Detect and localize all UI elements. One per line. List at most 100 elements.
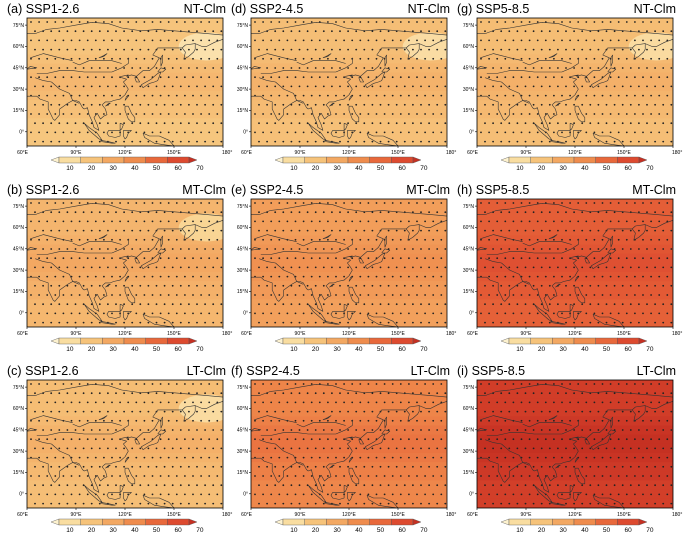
svg-text:180°: 180°: [222, 150, 232, 156]
svg-text:150°E: 150°E: [617, 331, 631, 337]
svg-text:50: 50: [153, 346, 161, 353]
svg-text:0°: 0°: [243, 491, 248, 497]
panel-scenario: SSP1-2.6: [25, 364, 79, 378]
svg-text:0°: 0°: [19, 310, 24, 316]
svg-text:180°: 180°: [222, 331, 232, 337]
svg-text:45°N: 45°N: [463, 427, 475, 433]
svg-text:20: 20: [312, 165, 320, 172]
svg-text:15°N: 15°N: [13, 289, 25, 295]
svg-text:90°E: 90°E: [521, 331, 533, 337]
warming-field: [477, 18, 673, 146]
warming-field: [251, 199, 447, 327]
svg-text:150°E: 150°E: [167, 512, 181, 518]
svg-text:60: 60: [175, 165, 183, 172]
svg-text:60°E: 60°E: [467, 512, 479, 518]
svg-text:10: 10: [516, 346, 524, 353]
svg-text:75°N: 75°N: [13, 23, 25, 29]
svg-text:60°E: 60°E: [467, 331, 479, 337]
svg-text:180°: 180°: [222, 512, 232, 518]
svg-text:70: 70: [646, 527, 654, 534]
svg-text:180°: 180°: [672, 512, 682, 518]
map-panel: 75°N 60°N 45°N 30°N 15°N 0° 60°E 90°E 120°E 150°E…: [229, 2, 456, 182]
svg-text:75°N: 75°N: [463, 23, 475, 29]
svg-text:60: 60: [625, 527, 633, 534]
svg-text:20: 20: [538, 527, 546, 534]
svg-text:60: 60: [175, 346, 183, 353]
svg-text:10: 10: [66, 527, 74, 534]
svg-text:75°N: 75°N: [463, 204, 475, 210]
map-panel: 75°N 60°N 45°N 30°N 15°N 0° 60°E 90°E 120°E 150°E…: [229, 364, 456, 544]
svg-text:180°: 180°: [672, 331, 682, 337]
svg-text:60: 60: [625, 346, 633, 353]
svg-text:40: 40: [131, 165, 139, 172]
svg-text:30°N: 30°N: [13, 449, 25, 455]
svg-text:0°: 0°: [469, 129, 474, 135]
svg-text:50: 50: [603, 527, 611, 534]
svg-text:50: 50: [377, 527, 385, 534]
map-panel: 75°N 60°N 45°N 30°N 15°N 0° 60°E 90°E 120°E 150°E…: [5, 2, 232, 182]
svg-text:70: 70: [196, 527, 204, 534]
svg-text:40: 40: [131, 346, 139, 353]
panel-scenario: SSP5-8.5: [475, 183, 530, 197]
svg-text:120°E: 120°E: [568, 150, 582, 156]
svg-text:150°E: 150°E: [391, 331, 405, 337]
svg-text:45°N: 45°N: [463, 246, 475, 252]
warming-field: [27, 18, 223, 146]
svg-text:60°E: 60°E: [17, 331, 29, 337]
svg-text:0°: 0°: [243, 310, 248, 316]
svg-text:60°N: 60°N: [237, 406, 249, 412]
svg-text:30: 30: [110, 346, 118, 353]
svg-text:150°E: 150°E: [391, 150, 405, 156]
svg-text:30: 30: [110, 527, 118, 534]
svg-text:90°E: 90°E: [295, 150, 307, 156]
svg-text:60°E: 60°E: [17, 150, 29, 156]
map-panel: 75°N 60°N 45°N 30°N 15°N 0° 60°E 90°E 120°E 150°E…: [455, 2, 682, 182]
svg-text:45°N: 45°N: [237, 246, 249, 252]
panel-period: NT-Clm: [633, 2, 676, 16]
panel-scenario: SSP2-4.5: [246, 364, 300, 378]
svg-text:60: 60: [399, 527, 407, 534]
panel-period: MT-Clm: [406, 183, 450, 197]
panel-map-svg: 75°N 60°N 45°N 30°N 15°N 0° 60°E 90°E 120°E 150°E…: [237, 17, 456, 172]
svg-text:0°: 0°: [469, 491, 474, 497]
warming-field: [27, 199, 223, 327]
svg-text:60°N: 60°N: [237, 44, 249, 50]
svg-text:60: 60: [399, 346, 407, 353]
panel-period: LT-Clm: [410, 364, 450, 378]
svg-text:60°N: 60°N: [463, 225, 475, 231]
panel-label: (b): [7, 183, 23, 197]
svg-text:120°E: 120°E: [342, 512, 356, 518]
colorbar: 10 20 30 40 50 60 70: [274, 337, 428, 353]
panel-scenario: SSP2-4.5: [249, 183, 304, 197]
panel-label: (i): [457, 364, 469, 378]
svg-text:0°: 0°: [243, 129, 248, 135]
svg-text:30°N: 30°N: [463, 87, 475, 93]
map-panel: 75°N 60°N 45°N 30°N 15°N 0° 60°E 90°E 120°E 150°E…: [455, 364, 682, 544]
colorbar: 10 20 30 40 50 60 70: [50, 337, 204, 353]
svg-text:20: 20: [538, 346, 546, 353]
panel-scenario: SSP5-8.5: [475, 2, 530, 16]
panel-title: (d) SSP2-4.5: [231, 2, 303, 16]
svg-text:90°E: 90°E: [521, 512, 533, 518]
map-panel: 75°N 60°N 45°N 30°N 15°N 0° 60°E 90°E 120°E 150°E…: [229, 183, 456, 363]
panel-label: (f): [231, 364, 243, 378]
warming-field: [477, 199, 673, 327]
panel-title: (g) SSP5-8.5: [457, 2, 529, 16]
warming-field: [27, 380, 223, 508]
svg-text:45°N: 45°N: [13, 65, 25, 71]
svg-text:70: 70: [196, 346, 204, 353]
svg-text:90°E: 90°E: [71, 331, 83, 337]
svg-text:180°: 180°: [446, 512, 456, 518]
panel-scenario: SSP1-2.6: [25, 183, 80, 197]
panel-label: (e): [231, 183, 247, 197]
warming-field: [251, 380, 447, 508]
panel-map-svg: 75°N 60°N 45°N 30°N 15°N 0° 60°E 90°E 120°E 150°E…: [463, 379, 682, 534]
svg-text:150°E: 150°E: [391, 512, 405, 518]
panel-title: (i) SSP5-8.5: [457, 364, 525, 378]
colorbar: 10 20 30 40 50 60 70: [500, 337, 654, 353]
svg-text:120°E: 120°E: [568, 512, 582, 518]
colorbar: 10 20 30 40 50 60 70: [500, 518, 654, 534]
svg-text:180°: 180°: [446, 150, 456, 156]
svg-text:10: 10: [516, 165, 524, 172]
svg-text:40: 40: [355, 346, 363, 353]
